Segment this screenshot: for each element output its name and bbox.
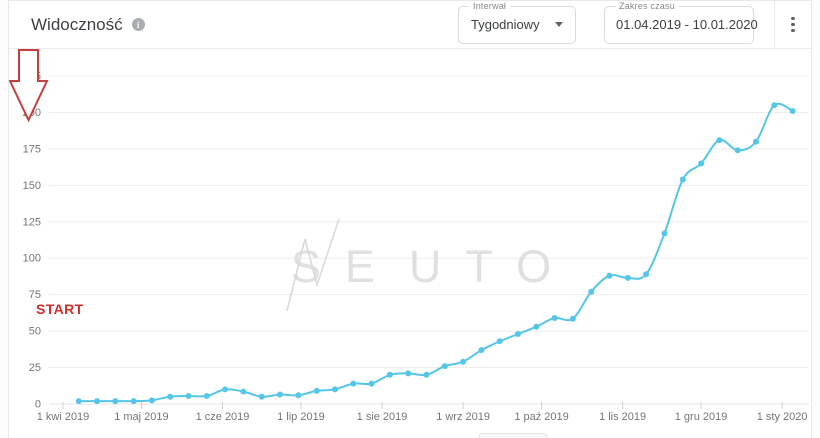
y-axis-label: 50 bbox=[29, 326, 41, 338]
data-point-marker[interactable] bbox=[130, 398, 137, 405]
data-point-marker[interactable] bbox=[313, 387, 320, 394]
data-point-marker[interactable] bbox=[679, 176, 686, 183]
start-arrow-icon bbox=[9, 49, 49, 123]
data-point-marker[interactable] bbox=[478, 347, 485, 354]
data-point-marker[interactable] bbox=[496, 338, 503, 345]
data-point-marker[interactable] bbox=[295, 392, 302, 399]
chevron-down-icon bbox=[555, 22, 563, 27]
data-point-marker[interactable] bbox=[368, 380, 375, 387]
data-point-marker[interactable] bbox=[222, 386, 229, 393]
data-point-marker[interactable] bbox=[698, 160, 705, 167]
start-annotation-label: START bbox=[36, 301, 84, 317]
date-range-input[interactable]: Zakres czasu 01.04.2019 - 10.01.2020 bbox=[604, 0, 758, 44]
interval-select[interactable]: Interwał Tygodniowy bbox=[458, 0, 576, 44]
x-axis-label: 1 lis 2019 bbox=[599, 411, 646, 423]
x-axis-label: 1 wrz 2019 bbox=[436, 411, 490, 423]
y-axis-label: 75 bbox=[29, 289, 41, 301]
data-point-marker[interactable] bbox=[185, 393, 192, 399]
chart-title: Widoczność bbox=[31, 14, 123, 34]
data-point-marker[interactable] bbox=[734, 147, 741, 154]
data-point-marker[interactable] bbox=[277, 391, 283, 398]
title-group: Widoczność i bbox=[31, 15, 458, 35]
data-point-marker[interactable] bbox=[716, 137, 723, 144]
data-point-marker[interactable] bbox=[606, 272, 613, 279]
data-point-marker[interactable] bbox=[789, 108, 796, 114]
x-axis-label: 1 paź 2019 bbox=[514, 411, 568, 423]
y-axis-label: 25 bbox=[29, 362, 41, 374]
date-range-value: 01.04.2019 - 10.01.2020 bbox=[616, 17, 758, 32]
header-divider bbox=[774, 1, 775, 48]
x-axis-label: 1 cze 2019 bbox=[196, 411, 250, 423]
x-axis-label: 1 lip 2019 bbox=[277, 411, 325, 423]
data-point-marker[interactable] bbox=[240, 388, 247, 395]
data-point-marker[interactable] bbox=[332, 386, 338, 393]
x-axis-label: 1 gru 2019 bbox=[675, 411, 728, 423]
kebab-icon bbox=[791, 16, 795, 21]
data-point-marker[interactable] bbox=[624, 274, 631, 281]
data-point-marker[interactable] bbox=[588, 288, 595, 295]
data-point-marker[interactable] bbox=[258, 393, 265, 400]
y-axis-label: 0 bbox=[35, 399, 41, 411]
x-axis-label: 1 sty 2020 bbox=[757, 411, 808, 423]
bottom-partial-button[interactable] bbox=[479, 433, 547, 438]
data-point-marker[interactable] bbox=[405, 370, 412, 377]
data-point-marker[interactable] bbox=[551, 315, 558, 321]
interval-value: Tygodniowy bbox=[471, 17, 540, 32]
data-point-marker[interactable] bbox=[75, 398, 82, 405]
data-point-marker[interactable] bbox=[148, 397, 155, 404]
chart-series-layer bbox=[75, 102, 796, 405]
data-point-marker[interactable] bbox=[661, 230, 668, 237]
data-point-marker[interactable] bbox=[515, 331, 521, 337]
data-point-marker[interactable] bbox=[441, 363, 448, 370]
data-point-marker[interactable] bbox=[643, 271, 650, 278]
data-point-marker[interactable] bbox=[753, 138, 759, 145]
data-point-marker[interactable] bbox=[533, 323, 540, 330]
data-point-marker[interactable] bbox=[112, 398, 119, 405]
more-options-button[interactable] bbox=[775, 1, 811, 48]
data-point-marker[interactable] bbox=[167, 393, 174, 400]
info-icon[interactable]: i bbox=[131, 18, 145, 31]
data-point-marker[interactable] bbox=[350, 380, 357, 387]
x-axis-label: 1 maj 2019 bbox=[114, 411, 168, 423]
data-point-marker[interactable] bbox=[94, 398, 100, 405]
x-axis-label: 1 kwi 2019 bbox=[37, 411, 90, 423]
y-axis-label: 100 bbox=[23, 253, 41, 265]
chart-header: Widoczność i Interwał Tygodniowy Zakres … bbox=[9, 0, 811, 49]
interval-label: Interwał bbox=[469, 0, 511, 11]
data-point-marker[interactable] bbox=[386, 371, 393, 378]
data-point-marker[interactable] bbox=[771, 102, 778, 109]
x-axis-label: 1 sie 2019 bbox=[357, 411, 408, 423]
data-point-marker[interactable] bbox=[423, 371, 430, 378]
y-axis-label: 150 bbox=[23, 180, 41, 192]
data-point-marker[interactable] bbox=[569, 315, 576, 322]
visibility-chart-card: Widoczność i Interwał Tygodniowy Zakres … bbox=[8, 0, 812, 438]
y-axis-label: 125 bbox=[23, 216, 41, 228]
data-point-marker[interactable] bbox=[203, 393, 210, 399]
date-range-label: Zakres czasu bbox=[615, 0, 679, 11]
y-axis-label: 175 bbox=[23, 143, 41, 155]
visibility-series-line bbox=[77, 102, 794, 403]
data-point-marker[interactable] bbox=[460, 358, 467, 365]
